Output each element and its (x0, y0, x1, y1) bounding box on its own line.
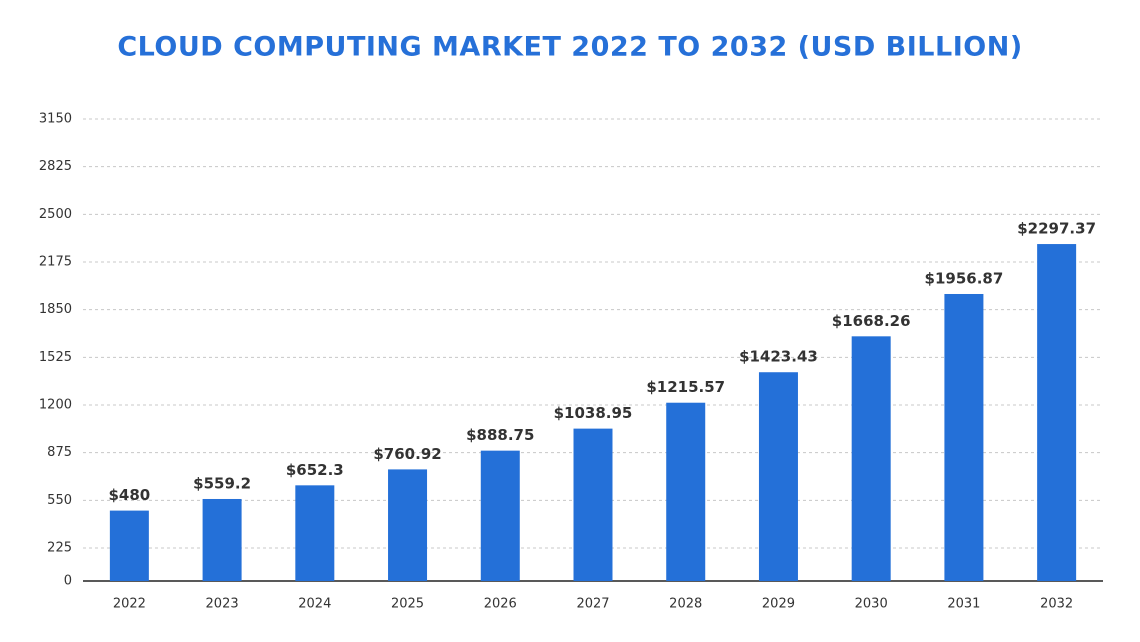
x-tick-label: 2027 (576, 597, 609, 612)
bar (202, 498, 242, 581)
value-label: $1668.26 (832, 312, 911, 330)
chart-title: CLOUD COMPUTING MARKET 2022 TO 2032 (USD… (117, 32, 1022, 63)
y-tick-label: 1525 (39, 350, 72, 365)
bar (944, 293, 984, 581)
value-label: $1215.57 (646, 378, 725, 396)
x-tick-label: 2031 (947, 597, 980, 612)
value-label: $1038.95 (554, 404, 633, 422)
value-label: $2297.37 (1017, 220, 1096, 238)
bar (666, 402, 706, 581)
bar (480, 450, 520, 581)
x-tick-label: 2030 (855, 597, 888, 612)
x-tick-label: 2022 (113, 597, 146, 612)
y-tick-label: 2825 (39, 159, 72, 174)
y-tick-label: 3150 (39, 112, 72, 127)
x-tick-label: 2025 (391, 597, 424, 612)
value-label: $480 (108, 486, 150, 504)
value-label: $760.92 (373, 445, 441, 463)
y-tick-label: 875 (47, 445, 72, 460)
value-label: $652.3 (286, 461, 344, 479)
y-tick-label: 1850 (39, 302, 72, 317)
y-tick-label: 2175 (39, 255, 72, 270)
x-tick-label: 2029 (762, 597, 795, 612)
y-tick-label: 0 (64, 574, 72, 589)
bar (573, 428, 613, 581)
value-label: $559.2 (193, 474, 251, 492)
bar (758, 372, 798, 581)
x-tick-label: 2023 (206, 597, 239, 612)
bar (1037, 244, 1077, 581)
bar (109, 510, 149, 581)
y-tick-label: 225 (47, 541, 72, 556)
value-label: $1423.43 (739, 348, 818, 366)
x-tick-label: 2024 (298, 597, 331, 612)
bar (295, 485, 335, 581)
y-tick-label: 1200 (39, 398, 72, 413)
value-label: $888.75 (466, 426, 534, 444)
bar (851, 336, 891, 581)
bar (388, 469, 428, 581)
y-tick-label: 550 (47, 493, 72, 508)
x-tick-label: 2032 (1040, 597, 1073, 612)
value-label: $1956.87 (925, 269, 1004, 287)
x-tick-label: 2026 (484, 597, 517, 612)
y-tick-label: 2500 (39, 207, 72, 222)
x-tick-label: 2028 (669, 597, 702, 612)
